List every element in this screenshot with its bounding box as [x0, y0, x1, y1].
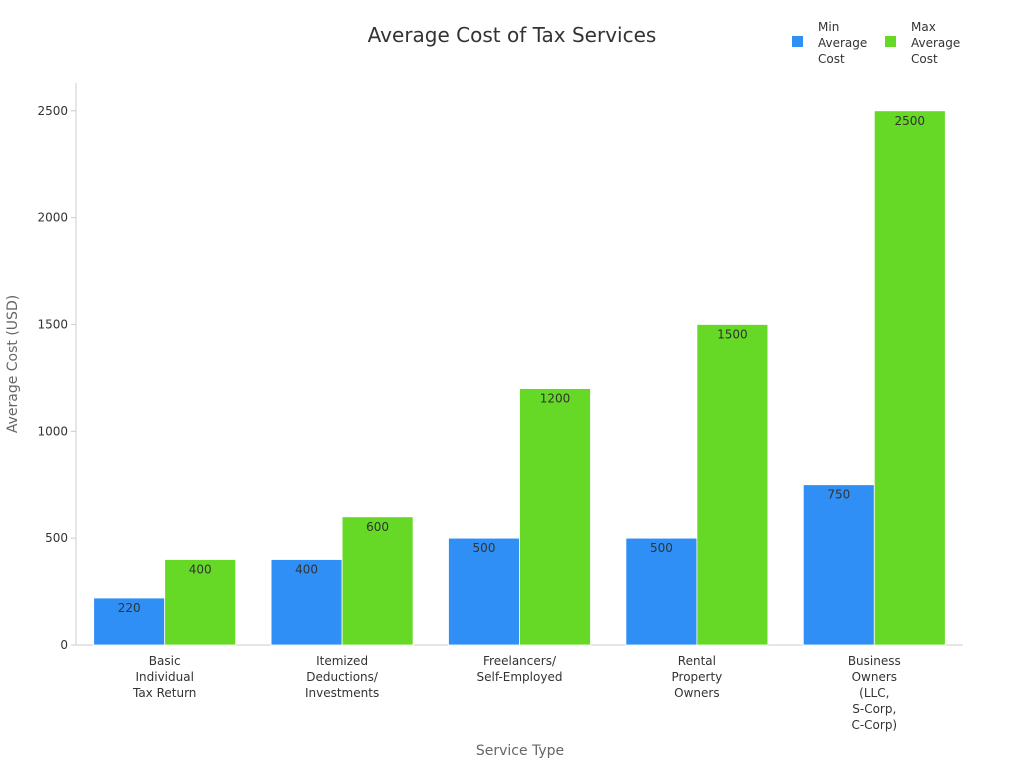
y-tick-label: 500: [45, 531, 68, 545]
legend-label: Min Average Cost: [818, 20, 867, 66]
value-label: 2500: [895, 114, 926, 128]
value-label: 400: [295, 563, 318, 577]
x-tick-label: Itemized Deductions/Investments: [305, 654, 379, 700]
y-axis-label: Average Cost (USD): [5, 295, 21, 433]
value-label: 1500: [717, 327, 748, 341]
bar: [519, 388, 591, 646]
y-tick-label: 1500: [37, 317, 68, 331]
bar: [696, 324, 769, 646]
x-tick-label: Freelancers/Self-Employed: [477, 654, 563, 684]
y-tick-label: 0: [60, 638, 68, 652]
bar: [341, 516, 414, 646]
legend-label: Max Average Cost: [911, 20, 960, 66]
bar: [873, 110, 946, 646]
bar: [802, 484, 875, 646]
x-tick-label: Business Owners (LLC, S-Corp, C-Corp): [848, 654, 901, 732]
bar: [270, 559, 343, 646]
value-label: 1200: [540, 392, 571, 406]
value-label: 500: [650, 541, 673, 555]
value-label: 750: [827, 488, 850, 502]
value-label: 400: [189, 563, 212, 577]
y-tick-label: 2500: [37, 104, 68, 118]
bar: [164, 559, 237, 646]
value-label: 500: [473, 541, 496, 555]
y-tick-label: 1000: [37, 424, 68, 438]
x-tick-label: Basic Individual Tax Return: [132, 654, 196, 700]
value-label: 600: [366, 520, 389, 534]
legend-swatch: [792, 36, 803, 47]
bar: [93, 597, 166, 646]
y-tick-label: 2000: [37, 211, 68, 225]
chart-title: Average Cost of Tax Services: [368, 23, 657, 47]
legend-swatch: [885, 36, 896, 47]
value-label: 220: [118, 601, 141, 615]
x-axis-label: Service Type: [476, 743, 564, 759]
x-tick-label: Rental Property Owners: [672, 654, 723, 700]
